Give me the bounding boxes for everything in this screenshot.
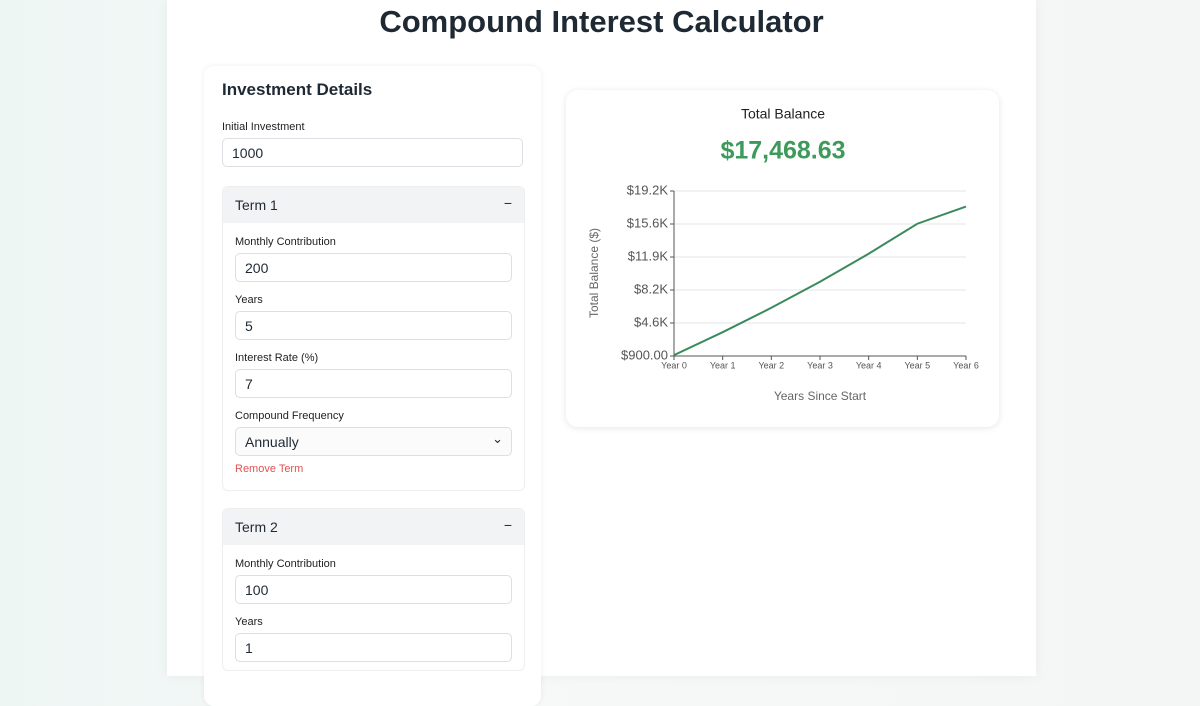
field-label: Years <box>235 616 263 628</box>
main-panel: Compound Interest Calculator Investment … <box>167 0 1036 706</box>
text-input[interactable]: 7 <box>235 369 512 398</box>
y-axis-label: Total Balance ($) <box>587 228 601 318</box>
term-header[interactable]: Term 1 − <box>223 187 524 223</box>
y-tick-label: $19.2K <box>627 182 669 197</box>
term-section: Term 1 − Monthly Contribution 200 Years 5 Inte… <box>222 186 525 491</box>
collapse-toggle[interactable]: − <box>503 195 512 211</box>
x-tick-label: Year 6 <box>953 360 979 370</box>
field-label: Years <box>235 294 263 306</box>
page-title: Compound Interest Calculator <box>379 4 824 39</box>
term-title: Term 2 <box>235 519 278 535</box>
term-title: Term 1 <box>235 197 278 213</box>
select-chevron: ⌄ <box>492 431 503 446</box>
field-label: Compound Frequency <box>235 410 344 422</box>
chart-title: Total Balance <box>741 106 825 122</box>
x-tick-label: Year 0 <box>661 360 687 370</box>
field-label: Monthly Contribution <box>235 236 336 248</box>
result-card: Total Balance $17,468.63 Years Since Sta… <box>566 90 999 427</box>
field-label: Monthly Contribution <box>235 558 336 570</box>
x-tick-label: Year 1 <box>710 360 736 370</box>
form-card: Investment Details Initial Investment 10… <box>204 66 541 706</box>
x-tick-label: Year 3 <box>807 360 833 370</box>
term-section: Term 2 − Monthly Contribution 100 Years 1 <box>222 508 525 671</box>
y-tick-label: $8.2K <box>634 281 668 296</box>
y-tick-label: $11.9K <box>628 248 669 263</box>
chart: Total Balance $17,468.63 Years Since Sta… <box>587 106 979 403</box>
x-tick-label: Year 5 <box>904 360 930 370</box>
x-tick-label: Year 2 <box>758 360 784 370</box>
x-axis-label: Years Since Start <box>774 389 867 403</box>
text-input[interactable]: 5 <box>235 311 512 340</box>
field-label: Interest Rate (%) <box>235 352 319 364</box>
text-input[interactable]: 200 <box>235 253 512 282</box>
total-amount: $17,468.63 <box>720 137 845 165</box>
text-input[interactable]: 1 <box>235 633 512 662</box>
page: Compound Interest Calculator Investment … <box>0 0 1200 676</box>
y-tick-label: $900.00 <box>621 347 668 362</box>
select-input[interactable]: Annually ⌄ <box>235 427 512 456</box>
form-heading: Investment Details <box>222 80 373 99</box>
y-tick-label: $4.6K <box>634 314 668 329</box>
collapse-toggle[interactable]: − <box>503 517 512 533</box>
text-input[interactable]: 100 <box>235 575 512 604</box>
text-input[interactable]: 1000 <box>222 138 523 167</box>
term-header[interactable]: Term 2 − <box>223 509 524 545</box>
x-tick-label: Year 4 <box>856 360 882 370</box>
data-line <box>673 205 967 357</box>
remove-term[interactable]: Remove Term <box>235 463 304 475</box>
y-tick-label: $15.6K <box>627 215 669 230</box>
field-label: Initial Investment <box>222 121 305 133</box>
